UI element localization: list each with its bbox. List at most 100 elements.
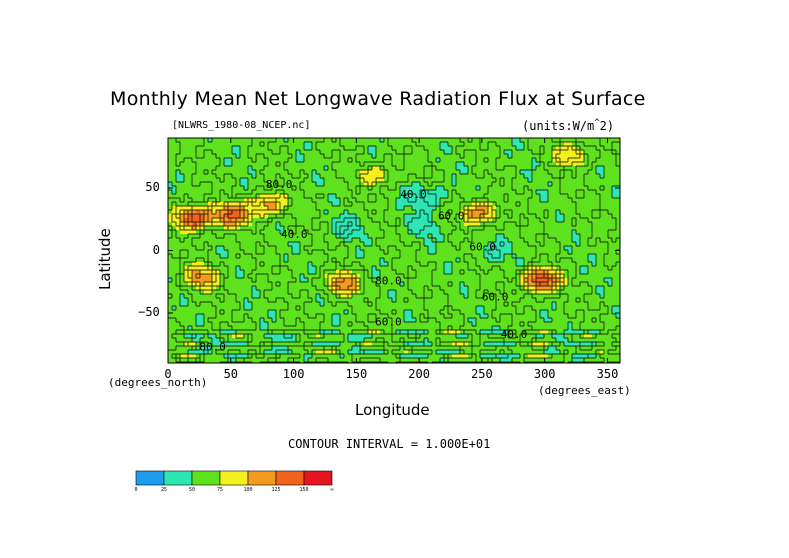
heatmap-cell [608,294,613,299]
heatmap-cell [552,202,557,207]
heatmap-cell [256,174,261,179]
heatmap-cell [384,186,389,191]
heatmap-cell [404,146,409,151]
heatmap-cell [580,310,585,315]
heatmap-cell [200,274,205,279]
heatmap-cell [388,254,393,259]
heatmap-cell [500,230,505,235]
heatmap-cell [284,250,289,255]
heatmap-cell [272,294,277,299]
heatmap-cell [180,150,185,155]
heatmap-cell [224,230,229,235]
heatmap-cell [536,138,541,143]
heatmap-cell [468,230,473,235]
heatmap-cell [360,302,365,307]
heatmap-cell [604,186,609,191]
heatmap-cell [476,218,481,223]
heatmap-cell [380,178,385,183]
heatmap-cell [440,266,445,271]
heatmap-cell [276,226,281,231]
heatmap-cell [228,210,233,215]
heatmap-cell [300,174,305,179]
heatmap-cell [248,234,253,239]
heatmap-cell [580,238,585,243]
heatmap-cell [580,274,585,279]
heatmap-cell [560,298,565,303]
heatmap-cell [332,230,337,235]
heatmap-cell [220,214,225,219]
heatmap-cell [612,254,617,259]
heatmap-cell [344,258,349,263]
heatmap-cell [172,262,177,267]
heatmap-cell [380,294,385,299]
heatmap-cell [536,210,541,215]
heatmap-cell [596,298,601,303]
heatmap-cell [384,302,389,307]
heatmap-cell [396,266,401,271]
heatmap-cell [548,198,553,203]
heatmap-cell [204,214,209,219]
heatmap-cell [376,222,381,227]
heatmap-cell [324,138,329,143]
heatmap-cell [252,310,257,315]
heatmap-cell [172,242,177,247]
heatmap-cell [412,266,417,271]
heatmap-cell [392,166,397,171]
heatmap-cell [336,182,341,187]
heatmap-cell [276,178,281,183]
heatmap-cell [276,182,281,187]
heatmap-cell [496,182,501,187]
heatmap-cell [328,170,333,175]
heatmap-cell [196,138,201,143]
heatmap-cell [376,234,381,239]
heatmap-cell [556,218,561,223]
heatmap-cell [244,190,249,195]
heatmap-cell [544,214,549,219]
heatmap-cell [312,242,317,247]
heatmap-cell [324,166,329,171]
heatmap-cell [400,158,405,163]
heatmap-cell [348,266,353,271]
heatmap-cell [360,194,365,199]
heatmap-cell [244,242,249,247]
heatmap-cell [436,154,441,159]
heatmap-cell [532,298,537,303]
heatmap-cell [532,310,537,315]
heatmap-cell [228,270,233,275]
heatmap-cell [556,274,561,279]
heatmap-cell [320,202,325,207]
heatmap-cell [224,214,229,219]
heatmap-cell [388,270,393,275]
heatmap-cell [228,278,233,283]
heatmap-cell [552,170,557,175]
heatmap-cell [600,166,605,171]
heatmap-cell [472,294,477,299]
heatmap-cell [496,142,501,147]
heatmap-cell [528,186,533,191]
heatmap-cell [516,270,521,275]
heatmap-cell [232,278,237,283]
heatmap-cell [192,238,197,243]
heatmap-cell [208,218,213,223]
heatmap-cell [284,286,289,291]
heatmap-cell [532,202,537,207]
heatmap-cell [432,218,437,223]
heatmap-cell [588,174,593,179]
heatmap-cell [348,214,353,219]
heatmap-cell [480,274,485,279]
heatmap-cell [232,194,237,199]
heatmap-cell [404,254,409,259]
heatmap-cell [404,138,409,143]
heatmap-cell [576,182,581,187]
heatmap-cell [260,278,265,283]
heatmap-cell [272,290,277,295]
heatmap-cell [600,274,605,279]
heatmap-cell [404,266,409,271]
heatmap-cell [372,302,377,307]
heatmap-cell [284,310,289,315]
heatmap-cell [588,214,593,219]
heatmap-cell [592,282,597,287]
heatmap-cell [564,234,569,239]
heatmap-cell [292,286,297,291]
heatmap-cell [580,222,585,227]
